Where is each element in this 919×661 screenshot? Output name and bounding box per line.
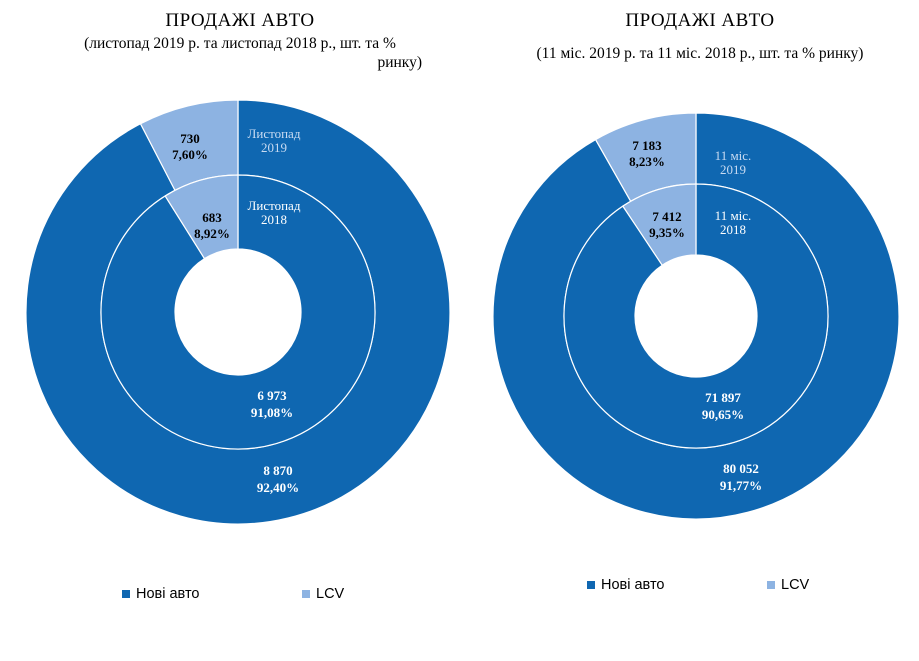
left-ring-1-new-percent: 91,08% bbox=[251, 405, 293, 420]
left-chart-subtitle-line1: (листопад 2019 р. та листопад 2018 р., ш… bbox=[84, 35, 396, 52]
right-ring-label-1-line1: 11 міс. bbox=[715, 208, 752, 223]
right-ring-1-lcv-percent: 9,35% bbox=[649, 225, 685, 240]
left-inner-slice-new-cars bbox=[100, 174, 376, 450]
right-ring-1-lcv-value: 7 412 bbox=[652, 209, 681, 224]
left-inner-slice-lcv bbox=[164, 174, 239, 260]
right-ring-0-new-value: 80 052 bbox=[723, 461, 759, 476]
left-chart-subtitle: (листопад 2019 р. та листопад 2018 р., ш… bbox=[50, 34, 430, 72]
left-legend-item-lcv: LCV bbox=[302, 586, 344, 602]
left-ring-0-new-value: 8 870 bbox=[263, 463, 292, 478]
left-ring-label-1-line2: 2018 bbox=[261, 212, 287, 227]
legend-label-lcv: LCV bbox=[781, 577, 810, 593]
legend-label-new: Нові авто bbox=[136, 586, 200, 602]
left-chart-subtitle-line2: ринку) bbox=[377, 54, 422, 71]
left-ring-label-0-line2: 2019 bbox=[261, 140, 287, 155]
legend-swatch-new bbox=[587, 581, 595, 589]
legend-label-new: Нові авто bbox=[601, 577, 665, 593]
right-ring-label-0-line2: 2019 bbox=[720, 162, 746, 177]
left-chart-title: ПРОДАЖІ АВТО bbox=[165, 10, 315, 31]
right-ring-0-lcv-percent: 8,23% bbox=[629, 154, 665, 169]
right-chart-title: ПРОДАЖІ АВТО bbox=[625, 10, 775, 31]
left-ring-1-lcv-percent: 8,92% bbox=[194, 226, 230, 241]
right-ring-1-new-value: 71 897 bbox=[705, 390, 741, 405]
right-ring-label-1-line2: 2018 bbox=[720, 222, 746, 237]
legend-swatch-lcv bbox=[767, 581, 775, 589]
right-legend-item-new: Нові авто bbox=[587, 577, 664, 593]
right-ring-0-new-percent: 91,77% bbox=[720, 478, 762, 493]
left-ring-1-lcv-value: 683 bbox=[202, 210, 222, 225]
left-ring-label-0-line1: Листопад bbox=[248, 126, 301, 141]
legend-swatch-lcv bbox=[302, 590, 310, 598]
left-ring-0-lcv-percent: 7,60% bbox=[172, 147, 208, 162]
right-legend-item-lcv: LCV bbox=[767, 577, 809, 593]
left-legend-item-new: Нові авто bbox=[122, 586, 199, 602]
left-ring-0-lcv-value: 730 bbox=[180, 131, 200, 146]
right-chart-subtitle-line1: (11 міс. 2019 р. та 11 міс. 2018 р., шт.… bbox=[536, 45, 864, 62]
right-ring-label-0-line1: 11 міс. bbox=[715, 148, 752, 163]
legend-label-lcv: LCV bbox=[316, 586, 345, 602]
right-ring-0-lcv-value: 7 183 bbox=[632, 138, 662, 153]
right-inner-slice-new-cars bbox=[563, 183, 829, 449]
left-ring-label-1-line1: Листопад bbox=[248, 198, 301, 213]
right-inner-slice-lcv bbox=[622, 183, 697, 267]
right-chart-subtitle: (11 міс. 2019 р. та 11 міс. 2018 р., шт.… bbox=[500, 44, 900, 63]
left-ring-1-new-value: 6 973 bbox=[257, 388, 287, 403]
right-ring-1-new-percent: 90,65% bbox=[702, 407, 744, 422]
left-ring-0-new-percent: 92,40% bbox=[257, 480, 299, 495]
legend-swatch-new bbox=[122, 590, 130, 598]
